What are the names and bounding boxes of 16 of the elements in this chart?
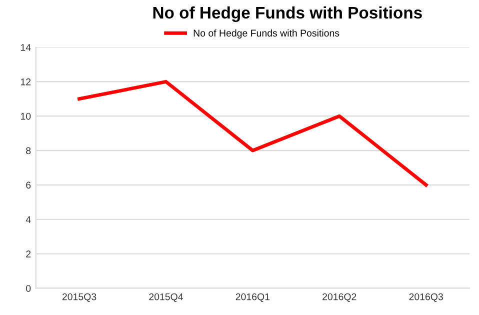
y-tick-label: 8 [26, 147, 31, 154]
legend-label: No of Hedge Funds with Positions [194, 29, 340, 38]
x-tick-label: 2016Q1 [236, 293, 270, 302]
y-tick-label: 2 [26, 250, 31, 258]
y-tick-label: 6 [26, 182, 31, 189]
line-series [78, 80, 428, 187]
y-tick-label: 4 [26, 216, 31, 223]
x-tick-label: 2016Q3 [409, 293, 443, 302]
x-tick-label: 2016Q2 [322, 293, 356, 302]
y-tick-label: 14 [20, 44, 31, 51]
x-tick-label: 2015Q4 [149, 293, 183, 302]
y-tick-label: 12 [20, 78, 31, 86]
x-tick-label: 2015Q3 [62, 293, 96, 302]
chart-title: No of Hedge Funds with Positions [153, 6, 422, 22]
y-tick-label: 0 [26, 284, 31, 292]
y-tick-label: 10 [20, 112, 31, 120]
